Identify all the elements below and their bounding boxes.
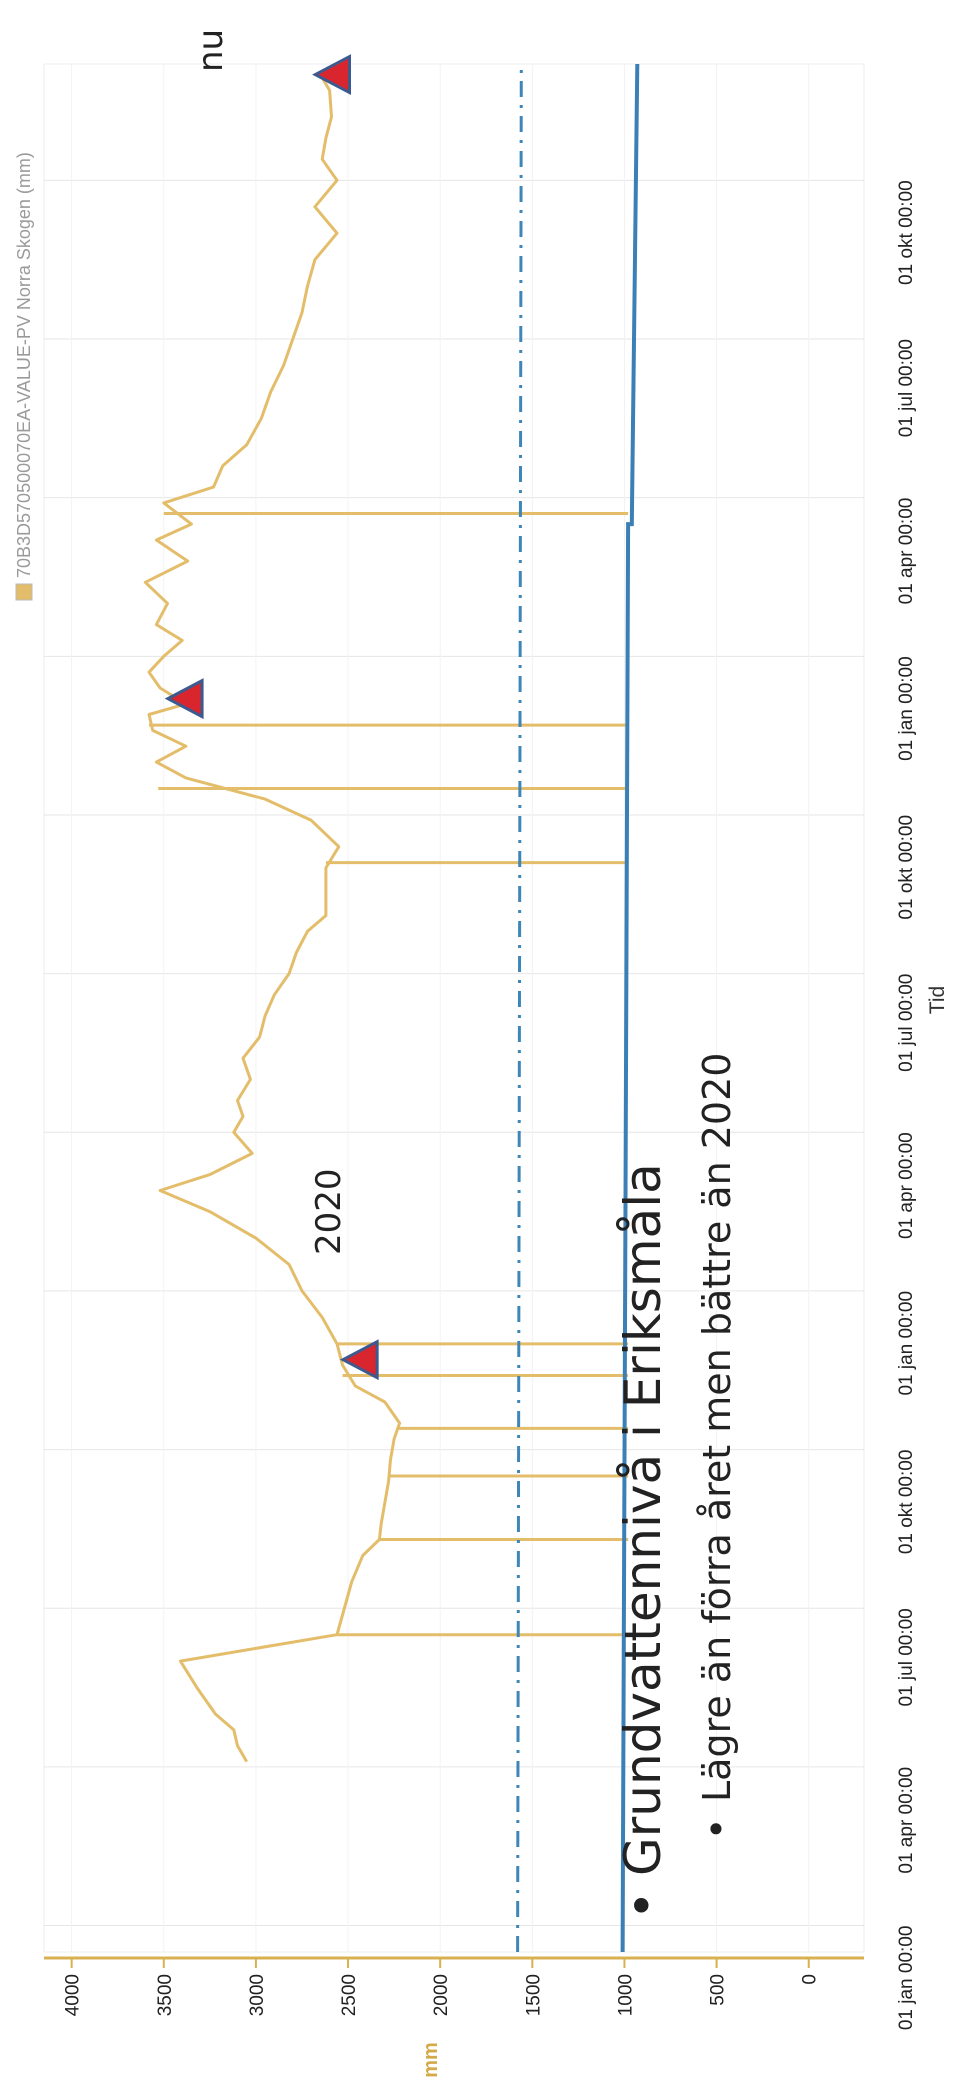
series-line-norra-skogen xyxy=(143,73,402,1763)
annotation-now: nu xyxy=(191,29,231,72)
legend-swatch xyxy=(15,583,33,601)
x-tick-label: 01 jul 00:00 xyxy=(896,974,917,1072)
y-tick-label: 2000 xyxy=(431,1974,452,2016)
marker-triangle xyxy=(164,678,204,720)
slide-subtitle: Lägre än förra året men bättre än 2020 xyxy=(695,1053,739,1802)
x-tick-label: 01 apr 00:00 xyxy=(896,498,917,605)
y-axis-ticks: 4000 3500 3000 2500 2000 1500 1000 500 0 xyxy=(63,1958,821,2016)
x-tick-label: 01 okt 00:00 xyxy=(896,1450,917,1555)
y-tick-label: 500 xyxy=(708,1974,729,2006)
marker-triangle xyxy=(339,1339,379,1381)
x-tick-label: 01 jul 00:00 xyxy=(896,1608,917,1706)
legend: 70B3D570500070EA-VALUE-PV Norra Skogen (… xyxy=(14,152,34,601)
slide-title: Grundvattennivå i Eriksmåla xyxy=(614,1163,672,1876)
plot-background xyxy=(43,63,865,1953)
y-tick-label: 4000 xyxy=(63,1974,84,2016)
y-tick-label: 2500 xyxy=(339,1974,360,2016)
x-tick-label: 01 jul 00:00 xyxy=(896,339,917,437)
legend-label: 70B3D570500070EA-VALUE-PV Norra Skogen (… xyxy=(14,152,34,578)
x-tick-label: 01 jan 00:00 xyxy=(896,1291,917,1396)
x-axis-ticks: 01 jan 00:00 01 apr 00:00 01 jul 00:00 01 o… xyxy=(896,180,917,2030)
plot-area: 4000 3500 3000 2500 2000 1500 1000 500 0 01 jan … xyxy=(43,54,917,2030)
marker-layer xyxy=(164,54,379,1381)
reference-line xyxy=(620,63,640,1953)
marker-triangle xyxy=(312,54,352,96)
y-tick-label: 1500 xyxy=(523,1974,544,2016)
x-tick-label: 01 jan 00:00 xyxy=(896,656,917,761)
grid-layer xyxy=(44,64,864,1952)
y-tick-label: 3000 xyxy=(247,1974,268,2016)
slide-subtitle-bullet: • xyxy=(695,1818,739,1840)
x-tick-label: 01 jan 00:00 xyxy=(896,1926,917,2031)
annotation-2020: 2020 xyxy=(309,1168,349,1255)
y-tick-label: 1000 xyxy=(615,1974,636,2016)
x-tick-label: 01 okt 00:00 xyxy=(896,180,917,285)
x-tick-label: 01 okt 00:00 xyxy=(896,815,917,920)
y-tick-label: 3500 xyxy=(155,1974,176,2016)
y-tick-label: 0 xyxy=(800,1974,821,1985)
slide-title-bullet: • xyxy=(614,1891,672,1921)
y-axis-title: mm xyxy=(420,2042,442,2078)
x-axis-title: Tid xyxy=(926,986,949,1014)
x-tick-label: 01 apr 00:00 xyxy=(896,1767,917,1874)
series-layer xyxy=(143,63,640,1953)
x-tick-label: 01 apr 00:00 xyxy=(896,1132,917,1239)
